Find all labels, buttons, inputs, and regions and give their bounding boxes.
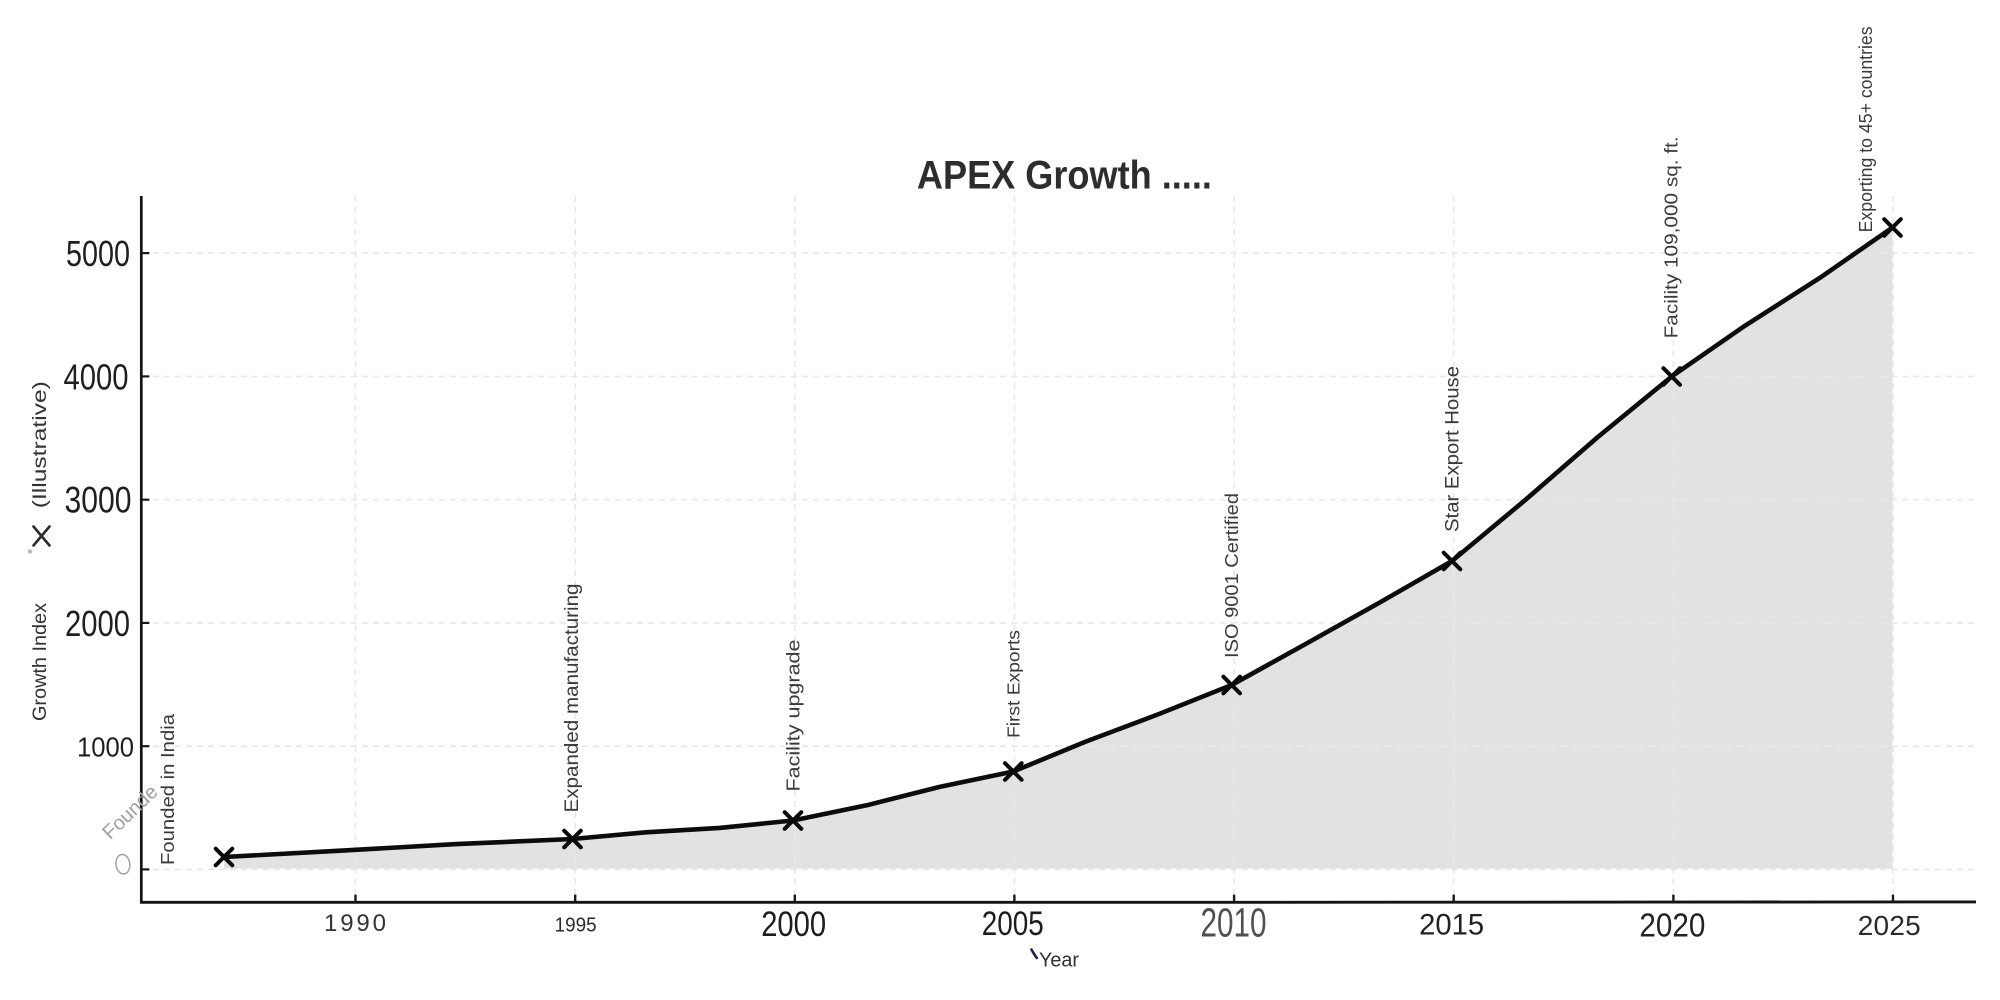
svg-text:3000: 3000 (65, 480, 132, 521)
svg-text:ISO 9001 Certified: ISO 9001 Certified (1221, 493, 1242, 658)
svg-text:Facility 109,000 sq. ft.: Facility 109,000 sq. ft. (1662, 136, 1682, 338)
svg-text:Facility upgrade: Facility upgrade (783, 640, 804, 792)
svg-text:APEX Growth .....: APEX Growth ..... (917, 153, 1212, 197)
svg-text:5000: 5000 (66, 233, 130, 274)
svg-text:Star Export House: Star Export House (1442, 366, 1463, 532)
svg-text:2015: 2015 (1419, 909, 1484, 942)
svg-text:Expanded manufacturing: Expanded manufacturing (562, 584, 583, 813)
svg-text:First Exports: First Exports (1003, 630, 1023, 738)
svg-text:2000: 2000 (761, 905, 826, 944)
svg-text:Growth Index: Growth Index (30, 602, 51, 721)
svg-text:1000: 1000 (77, 732, 134, 763)
svg-text:(Illustrative): (Illustrative) (30, 381, 51, 508)
svg-text:2010: 2010 (1201, 900, 1267, 946)
svg-text:4000: 4000 (64, 356, 129, 397)
svg-text:1995: 1995 (555, 915, 597, 937)
svg-text:2005: 2005 (982, 905, 1044, 943)
svg-text:2025: 2025 (1858, 910, 1921, 941)
svg-text:2020: 2020 (1639, 907, 1705, 944)
svg-text:Year: Year (1039, 950, 1079, 972)
svg-text:Founded in India: Founded in India (157, 713, 178, 865)
svg-text:2000: 2000 (65, 603, 130, 644)
svg-text:Exporting to 45+ countries: Exporting to 45+ countries (1856, 26, 1876, 232)
